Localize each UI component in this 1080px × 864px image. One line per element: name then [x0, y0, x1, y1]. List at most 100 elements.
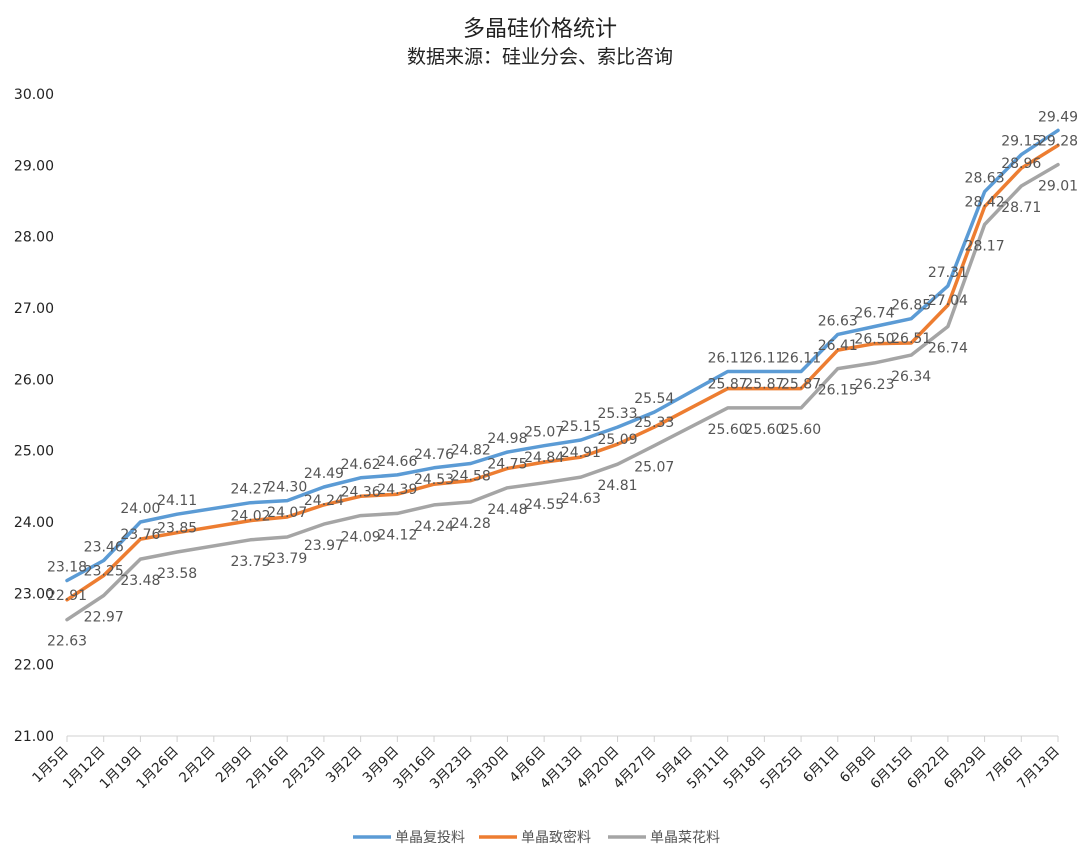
- data-label: 24.02: [230, 509, 270, 525]
- data-label: 28.71: [1001, 200, 1041, 216]
- data-label: 26.63: [818, 313, 858, 329]
- data-label: 26.74: [854, 306, 894, 322]
- data-label: 29.28: [1038, 133, 1078, 149]
- data-label: 24.53: [414, 472, 454, 488]
- x-tick-label: 6月1日: [800, 744, 843, 787]
- data-label: 24.09: [341, 530, 381, 546]
- data-label: 25.60: [744, 422, 784, 438]
- data-label: 24.39: [377, 482, 417, 498]
- data-label: 25.33: [598, 406, 638, 422]
- data-label: 25.60: [781, 422, 821, 438]
- data-label: 25.87: [708, 377, 748, 393]
- legend-label: 单晶致密料: [521, 829, 591, 846]
- data-label: 26.11: [781, 350, 821, 366]
- data-label: 24.12: [377, 527, 417, 543]
- y-tick-label: 24.00: [14, 515, 54, 531]
- data-label: 23.18: [47, 559, 87, 575]
- data-label: 25.54: [634, 391, 674, 407]
- data-label: 26.85: [891, 298, 931, 314]
- data-label: 23.46: [84, 540, 124, 556]
- data-label: 23.48: [120, 573, 160, 589]
- data-label: 24.30: [267, 480, 307, 496]
- data-label: 24.55: [524, 497, 564, 513]
- y-tick-label: 30.00: [14, 87, 54, 103]
- data-label: 24.58: [451, 469, 491, 485]
- data-label: 24.00: [120, 501, 160, 517]
- data-label: 23.97: [304, 538, 344, 554]
- data-label: 24.84: [524, 450, 564, 466]
- data-label: 24.76: [414, 447, 454, 463]
- data-label: 25.60: [708, 422, 748, 438]
- data-label: 25.07: [524, 425, 564, 441]
- legend: 单晶复投料 单晶致密料 单晶菜花料: [353, 829, 720, 846]
- data-label: 29.15: [1001, 134, 1041, 150]
- data-label: 25.15: [561, 419, 601, 435]
- data-label: 24.98: [487, 431, 527, 447]
- data-label: 23.75: [230, 554, 270, 570]
- data-label: 22.97: [84, 609, 124, 625]
- y-tick-label: 26.00: [14, 372, 54, 388]
- legend-label: 单晶菜花料: [650, 830, 720, 846]
- data-label: 22.63: [47, 634, 87, 650]
- data-label: 23.58: [157, 566, 197, 582]
- data-label: 28.96: [1001, 156, 1041, 172]
- data-label: 24.48: [487, 502, 527, 518]
- data-label: 24.24: [304, 493, 344, 509]
- x-tick-label: 2月2日: [176, 744, 219, 787]
- data-label: 25.87: [744, 377, 784, 393]
- data-label: 24.66: [377, 454, 417, 470]
- series-line-3: [65, 162, 1060, 622]
- data-label: 28.17: [965, 239, 1005, 255]
- data-label: 23.85: [157, 521, 197, 537]
- data-label: 24.27: [230, 482, 270, 498]
- series-line-1: [65, 128, 1060, 583]
- data-label: 24.62: [341, 457, 381, 473]
- data-label: 28.42: [965, 195, 1005, 211]
- y-tick-label: 29.00: [14, 158, 54, 174]
- legend-label: 单晶复投料: [395, 829, 465, 846]
- data-label: 24.63: [561, 491, 601, 507]
- data-label: 25.09: [598, 432, 638, 448]
- data-label: 26.34: [891, 369, 931, 385]
- data-label: 26.51: [891, 331, 931, 347]
- data-label: 23.76: [120, 527, 160, 543]
- data-label: 26.41: [818, 338, 858, 354]
- data-label: 22.91: [47, 588, 87, 604]
- series-lines: [65, 128, 1060, 622]
- data-label: 26.23: [854, 377, 894, 393]
- data-label: 24.24: [414, 519, 454, 535]
- data-label: 24.81: [598, 478, 638, 494]
- data-label: 26.11: [708, 350, 748, 366]
- data-label: 23.25: [84, 564, 124, 580]
- y-tick-label: 23.00: [14, 586, 54, 602]
- data-label: 24.82: [451, 443, 491, 459]
- data-label: 28.63: [965, 171, 1005, 187]
- data-label: 25.33: [634, 415, 674, 431]
- data-label: 29.01: [1038, 179, 1078, 195]
- chart-title: 多晶硅价格统计: [463, 17, 617, 42]
- data-label: 24.91: [561, 445, 601, 461]
- x-tick-label: 3月2日: [323, 744, 366, 787]
- data-label: 24.28: [451, 516, 491, 532]
- data-label: 27.31: [928, 265, 968, 281]
- data-label: 25.87: [781, 377, 821, 393]
- data-label: 24.07: [267, 505, 307, 521]
- data-label: 26.15: [818, 383, 858, 399]
- data-label: 26.50: [854, 332, 894, 348]
- data-label: 29.49: [1038, 109, 1078, 125]
- data-label: 24.11: [157, 493, 197, 509]
- data-label: 27.04: [928, 293, 968, 309]
- data-label: 24.75: [487, 457, 527, 473]
- series-line-2: [65, 143, 1060, 602]
- data-label: 26.11: [744, 350, 784, 366]
- data-label: 26.74: [928, 341, 968, 357]
- y-tick-label: 25.00: [14, 444, 54, 460]
- data-label: 25.07: [634, 460, 674, 476]
- data-label: 24.36: [341, 484, 381, 500]
- y-tick-label: 27.00: [14, 301, 54, 317]
- data-label: 23.79: [267, 551, 307, 567]
- y-tick-label: 22.00: [14, 658, 54, 674]
- y-tick-label: 21.00: [14, 729, 54, 745]
